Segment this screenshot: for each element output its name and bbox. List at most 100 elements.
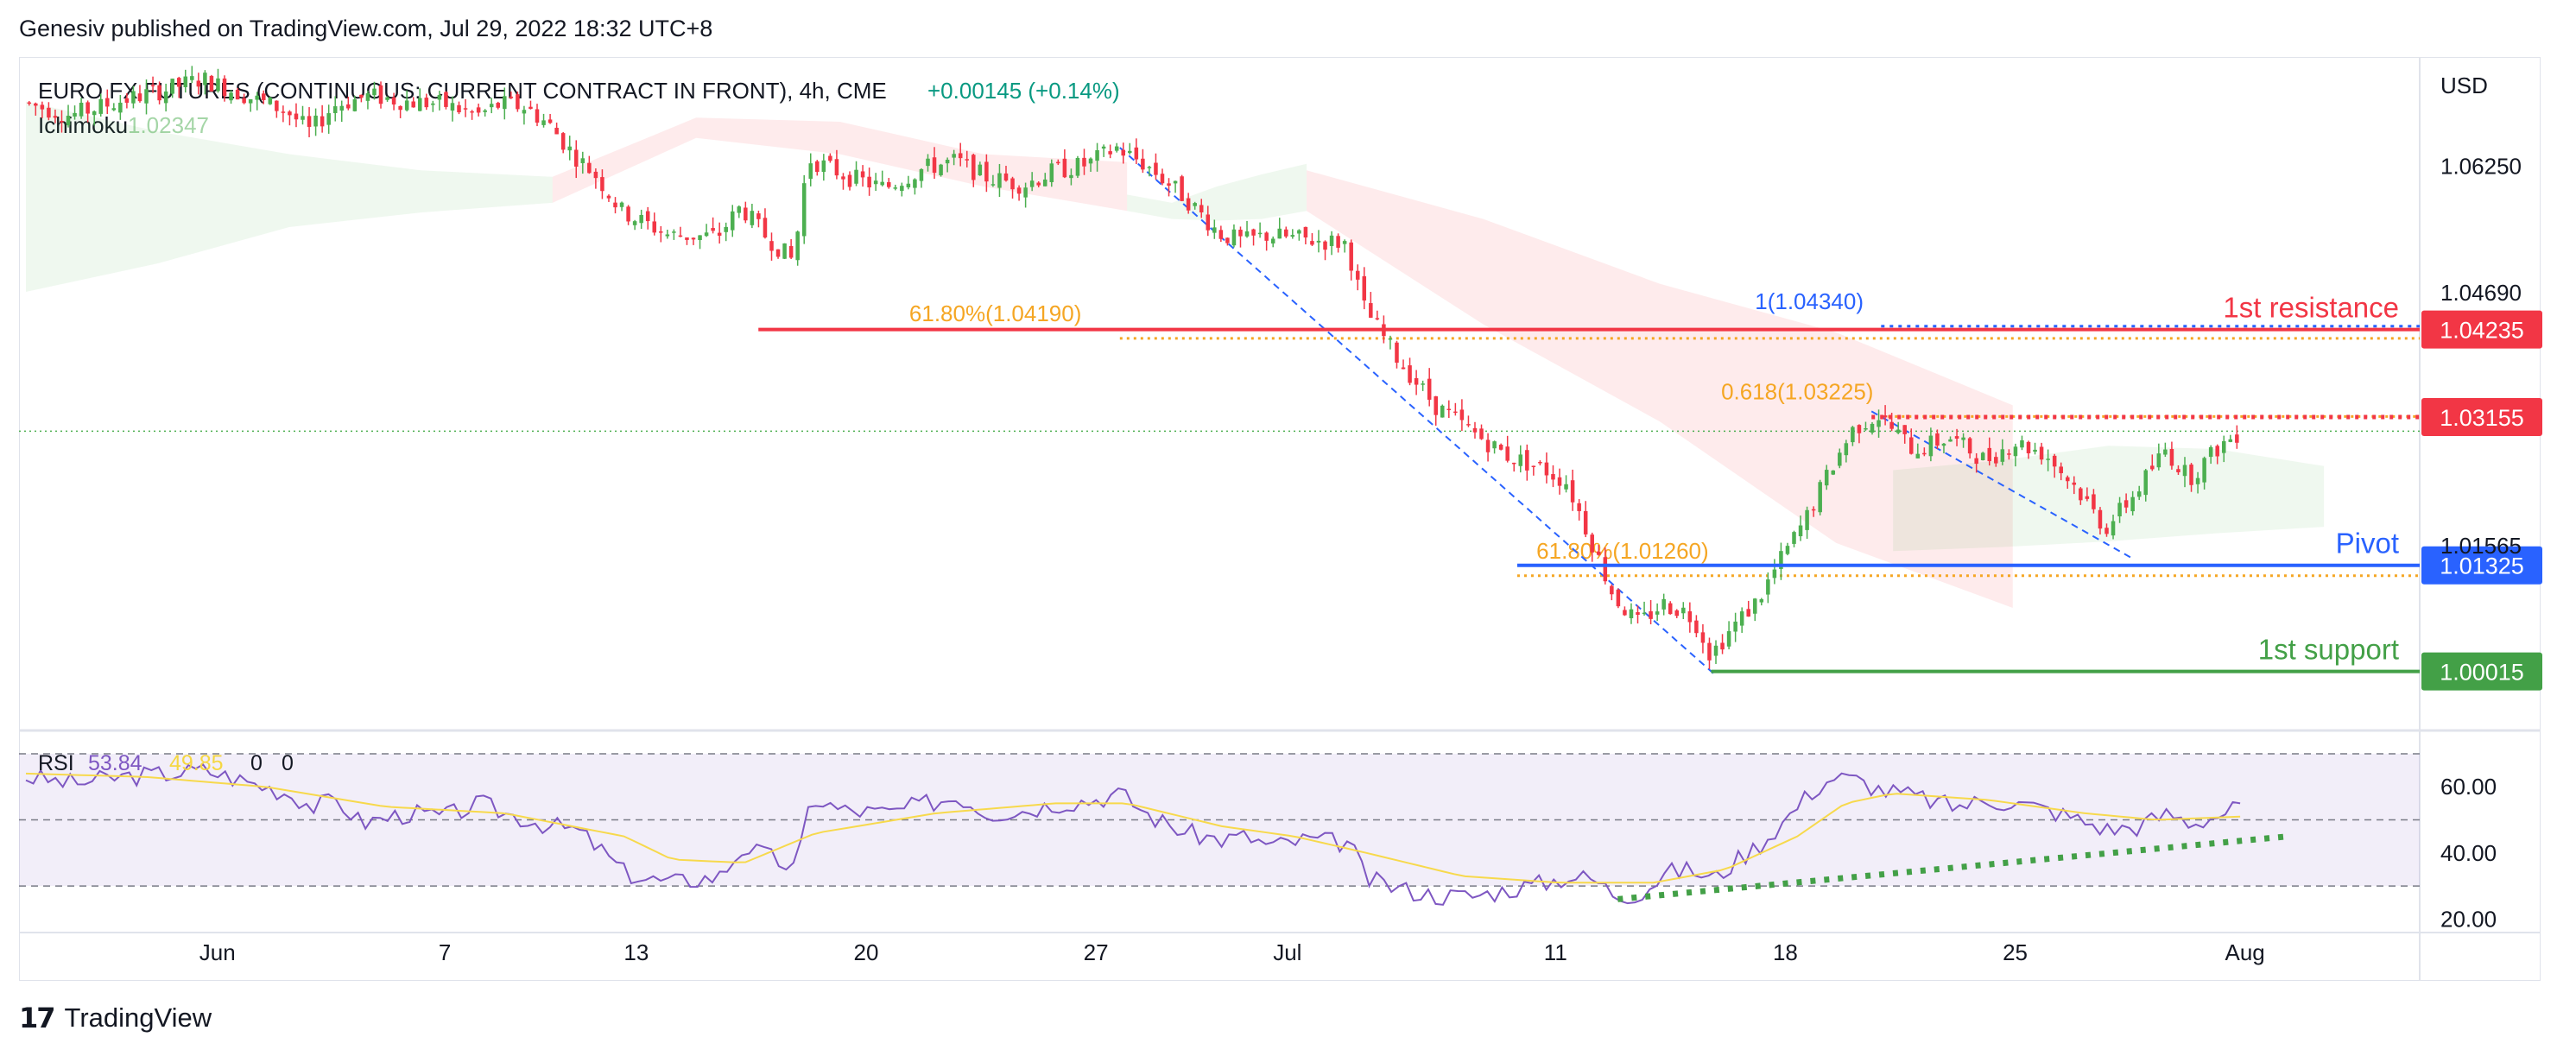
candle-body bbox=[262, 93, 266, 100]
candle-body bbox=[972, 155, 976, 180]
candle-body bbox=[1636, 612, 1640, 615]
candle-body bbox=[378, 85, 383, 104]
candle-body bbox=[632, 221, 637, 225]
candle-body bbox=[1290, 235, 1295, 237]
candle-body bbox=[73, 112, 77, 117]
candle bbox=[163, 83, 168, 112]
candle bbox=[1297, 229, 1301, 241]
candle bbox=[1877, 409, 1881, 438]
candle-body bbox=[1180, 176, 1184, 201]
candle-body bbox=[411, 101, 415, 108]
candle-body bbox=[560, 133, 566, 150]
candle-body bbox=[541, 120, 546, 125]
candle-body bbox=[2079, 488, 2083, 501]
candle-body bbox=[326, 113, 331, 125]
candle bbox=[1446, 400, 1452, 419]
candle bbox=[1036, 180, 1041, 187]
candle bbox=[2163, 442, 2168, 458]
tradingview-logo[interactable]: 17 TradingView bbox=[19, 1002, 212, 1034]
candle-body bbox=[2156, 453, 2161, 468]
candle-body bbox=[1270, 238, 1275, 243]
candle-body bbox=[150, 85, 155, 86]
candle bbox=[196, 73, 201, 95]
candle bbox=[437, 91, 442, 111]
candle-body bbox=[913, 179, 917, 188]
candle-body bbox=[2136, 491, 2142, 497]
candle-body bbox=[1687, 610, 1693, 623]
ichimoku-label[interactable]: Ichimoku bbox=[38, 112, 128, 138]
candle-body bbox=[1779, 551, 1783, 569]
candle bbox=[1401, 359, 1406, 370]
candle-body bbox=[1987, 447, 1992, 462]
candle-body bbox=[580, 158, 585, 164]
candle-body bbox=[1362, 275, 1367, 301]
level-name: 1st resistance bbox=[2223, 292, 2399, 324]
candle-body bbox=[1336, 236, 1340, 248]
candle-body bbox=[516, 94, 520, 110]
candle-body bbox=[301, 116, 305, 120]
candle-body bbox=[1244, 231, 1250, 237]
candle-body bbox=[1121, 149, 1126, 156]
candle-body bbox=[1466, 424, 1471, 426]
candle-body bbox=[672, 231, 676, 233]
candle bbox=[111, 103, 117, 111]
candle-body bbox=[242, 98, 246, 104]
candle-body bbox=[1570, 480, 1575, 503]
candle bbox=[60, 110, 64, 133]
candle-body bbox=[1225, 237, 1230, 243]
candle-body bbox=[222, 78, 227, 97]
rsi-tick: 60.00 bbox=[2440, 774, 2497, 800]
candle-body bbox=[476, 107, 481, 113]
candle bbox=[1199, 199, 1204, 218]
candle bbox=[1154, 153, 1158, 180]
candle bbox=[92, 110, 97, 126]
candle-body bbox=[216, 78, 220, 92]
candle bbox=[547, 113, 553, 124]
candle-body bbox=[2111, 521, 2116, 536]
rsi-label[interactable]: RSI bbox=[38, 751, 74, 775]
candle bbox=[717, 222, 722, 244]
candle-body bbox=[53, 116, 58, 118]
chart-change: +0.00145 (+0.14%) bbox=[927, 78, 1120, 104]
candle-body bbox=[1733, 621, 1737, 632]
candle bbox=[352, 95, 358, 112]
candle-body bbox=[1681, 607, 1686, 614]
candle bbox=[27, 101, 32, 106]
tradingview-logo-icon: 17 bbox=[19, 1002, 56, 1034]
candle bbox=[431, 100, 435, 112]
candle bbox=[1492, 440, 1497, 454]
candle bbox=[2020, 435, 2024, 451]
candle bbox=[124, 93, 130, 109]
candle-body bbox=[1029, 180, 1035, 187]
candle-body bbox=[1264, 232, 1269, 241]
candle-body bbox=[1844, 443, 1849, 456]
candle bbox=[1766, 572, 1770, 604]
candle-body bbox=[163, 91, 168, 104]
candle-body bbox=[307, 116, 312, 127]
candle bbox=[730, 205, 735, 237]
candle-body bbox=[118, 102, 123, 113]
candle-body bbox=[209, 75, 214, 92]
candle bbox=[763, 208, 768, 239]
candle bbox=[1206, 206, 1211, 237]
candle-body bbox=[619, 202, 624, 207]
price-tick: 1.04690 bbox=[2440, 280, 2522, 306]
candle bbox=[1870, 421, 1875, 435]
candle bbox=[1342, 239, 1347, 253]
candle-body bbox=[573, 149, 579, 167]
candle bbox=[1908, 428, 1914, 455]
candle bbox=[509, 92, 514, 99]
candle bbox=[737, 205, 742, 218]
candle bbox=[919, 168, 924, 188]
rsi-lines bbox=[25, 763, 2288, 906]
candle bbox=[2202, 456, 2206, 490]
candle-body bbox=[815, 161, 820, 173]
candle bbox=[372, 81, 377, 100]
candle-body bbox=[1610, 585, 1614, 595]
candle bbox=[541, 113, 546, 128]
candle-body bbox=[522, 110, 527, 114]
candle bbox=[2079, 487, 2083, 505]
candle-body bbox=[991, 184, 996, 186]
candle bbox=[1225, 237, 1230, 246]
